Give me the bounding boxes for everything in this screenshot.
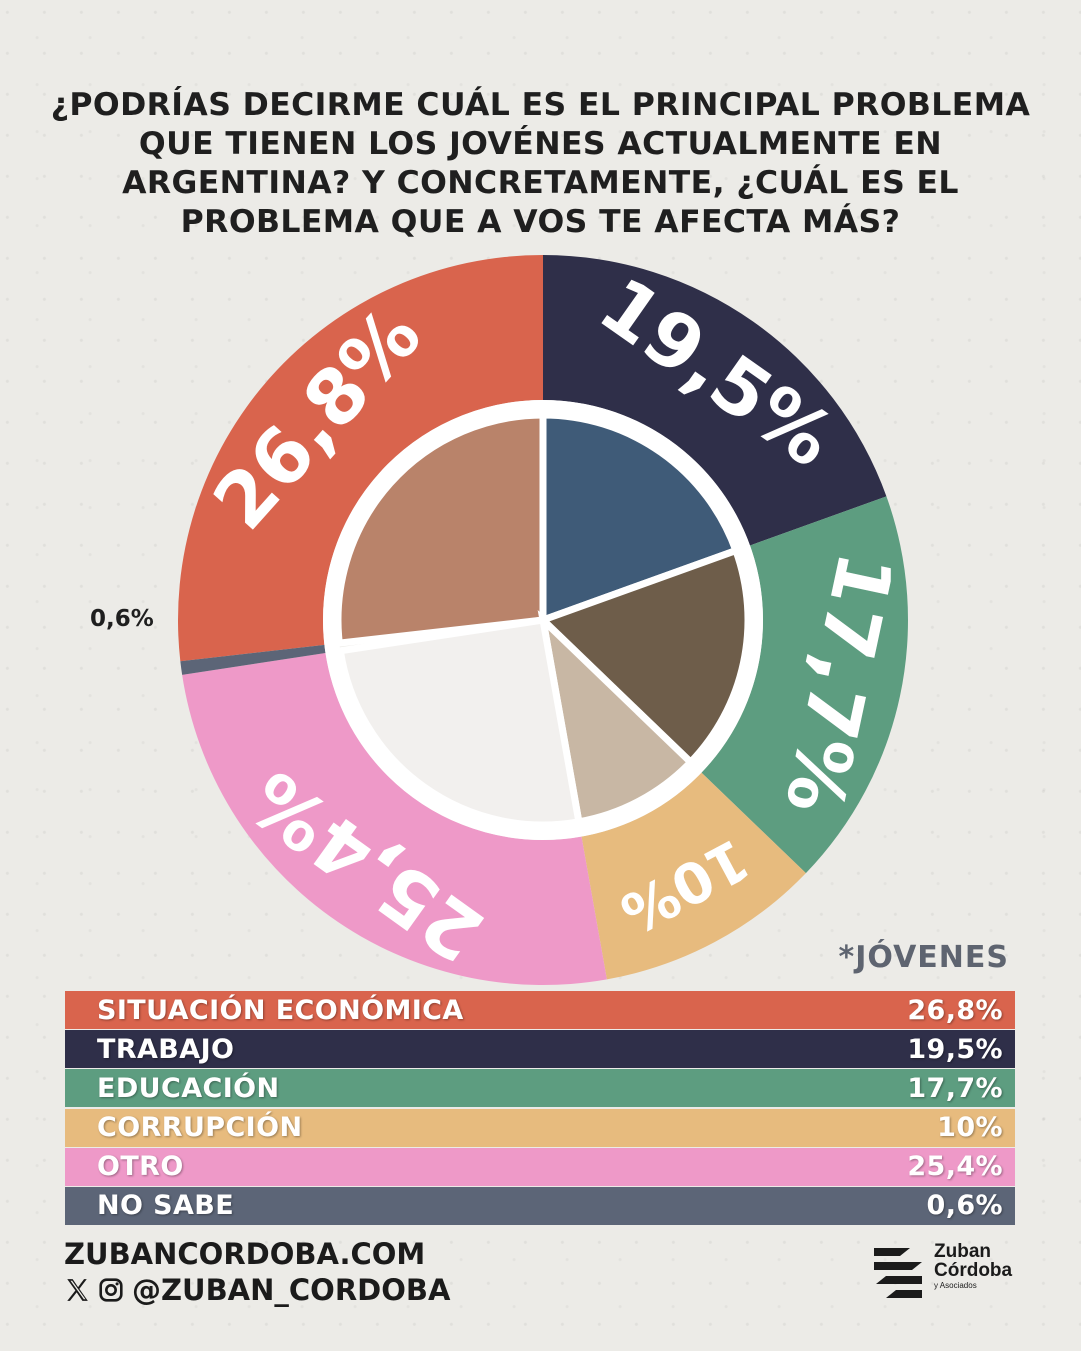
legend-row-educacion: EDUCACIÓN 17,7% [65, 1069, 1015, 1108]
social-row: @ZUBAN_CORDOBA [64, 1273, 450, 1307]
website-link[interactable]: ZUBANCORDOBA.COM [64, 1237, 426, 1271]
slice-label-no-sabe: 0,6% [90, 606, 154, 632]
logo-mark-icon [874, 1248, 922, 1298]
legend-value: 10% [937, 1112, 1003, 1144]
slice-no-sabe [180, 644, 326, 675]
title-line: ¿PODRÍAS DECIRME CUÁL ES EL PRINCIPAL PR… [50, 87, 1031, 123]
legend-category: NO SABE [97, 1190, 235, 1222]
title-line: QUE TIENEN LOS JOVÉNES ACTUALMENTE EN [138, 126, 943, 162]
legend-row-no-sabe: NO SABE 0,6% [65, 1186, 1015, 1225]
title-line: ARGENTINA? Y CONCRETAMENTE, ¿CUÁL ES EL [122, 165, 959, 201]
photo-wedge-situacion-economica [334, 411, 547, 648]
legend-row-corrupcion: CORRUPCIÓN 10% [65, 1108, 1015, 1147]
logo-line-2: Córdoba [934, 1260, 1013, 1281]
legend-value: 17,7% [907, 1072, 1003, 1104]
legend-value: 25,4% [907, 1151, 1003, 1183]
legend-value: 0,6% [926, 1190, 1003, 1222]
legend-value: 26,8% [907, 994, 1003, 1026]
legend-row-trabajo: TRABAJO 19,5% [65, 1030, 1015, 1069]
photo-wedge-educacion [536, 546, 752, 768]
title-line: PROBLEMA QUE A VOS TE AFECTA MÁS? [180, 204, 901, 240]
inner-ring [323, 400, 763, 840]
legend-category: TRABAJO [97, 1033, 235, 1065]
photo-wedge-otro [336, 616, 583, 829]
photo-wedge-corrupcion [537, 610, 696, 826]
legend-category: SITUACIÓN ECONÓMICA [97, 994, 464, 1026]
logo-text: Zuban Córdoba y Asociados [934, 1242, 1012, 1290]
slice-otro [182, 653, 607, 985]
legend-category: EDUCACIÓN [97, 1072, 280, 1104]
slice-corrupcion [581, 772, 806, 980]
slice-situacion-economica [178, 255, 543, 662]
logo-line-1: Zuban [934, 1241, 991, 1262]
photo-wedge-trabajo [539, 411, 741, 625]
legend-row-otro: OTRO 25,4% [65, 1147, 1015, 1186]
company-logo: Zuban Córdoba y Asociados [870, 1242, 1030, 1302]
legend-category: CORRUPCIÓN [97, 1112, 303, 1144]
legend-category: OTRO [97, 1151, 184, 1183]
segment-label: *JÓVENES [838, 940, 1009, 975]
chart-title: ¿PODRÍAS DECIRME CUÁL ES EL PRINCIPAL PR… [40, 86, 1041, 242]
x-icon[interactable] [64, 1277, 90, 1303]
legend: SITUACIÓN ECONÓMICA 26,8% TRABAJO 19,5% … [65, 991, 1015, 1226]
instagram-icon[interactable] [98, 1277, 124, 1303]
legend-row-situacion-economica: SITUACIÓN ECONÓMICA 26,8% [65, 991, 1015, 1029]
legend-value: 19,5% [907, 1033, 1003, 1065]
social-handle[interactable]: @ZUBAN_CORDOBA [132, 1273, 451, 1307]
slice-trabajo [543, 255, 887, 546]
logo-line-3: y Asociados [934, 1281, 977, 1290]
slice-educacion [701, 496, 909, 874]
